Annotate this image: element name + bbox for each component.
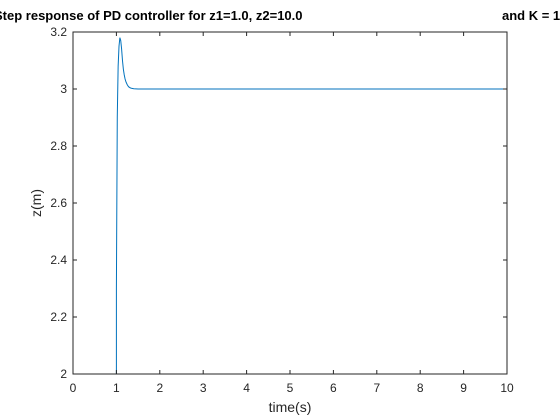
- x-tick-label: 7: [373, 381, 380, 395]
- x-tick-label: 6: [330, 381, 337, 395]
- y-tick-label: 2.4: [50, 253, 67, 267]
- y-tick-label: 2.2: [50, 310, 67, 324]
- x-tick-label: 2: [156, 381, 163, 395]
- ticks-layer: 0 1 2 3 4 5 6 7 8 9 10 2 2.2 2.4 2.6 2.8 3 3.2: [50, 25, 514, 395]
- chart-title-right: and K = 1170: [502, 8, 560, 23]
- y-tick-label: 3.2: [50, 25, 67, 39]
- x-tick-label: 8: [417, 381, 424, 395]
- x-tick-label: 10: [500, 381, 514, 395]
- y-tick-label: 2.6: [50, 196, 67, 210]
- y-tick-label: 3: [60, 82, 67, 96]
- y-axis-label: z(m): [28, 189, 44, 217]
- plot-area: [73, 32, 507, 374]
- y-tick-label: 2.8: [50, 139, 67, 153]
- chart-title-left: Step response of PD controller for z1=1.…: [0, 8, 303, 23]
- series-line-0: [73, 37, 507, 375]
- series-layer: [73, 37, 507, 375]
- x-tick-label: 0: [70, 381, 77, 395]
- y-tick-label: 2: [60, 367, 67, 381]
- x-tick-label: 9: [460, 381, 467, 395]
- x-axis-label: time(s): [269, 399, 312, 415]
- x-tick-label: 5: [287, 381, 294, 395]
- x-tick-label: 1: [113, 381, 120, 395]
- x-tick-label: 3: [200, 381, 207, 395]
- x-tick-label: 4: [243, 381, 250, 395]
